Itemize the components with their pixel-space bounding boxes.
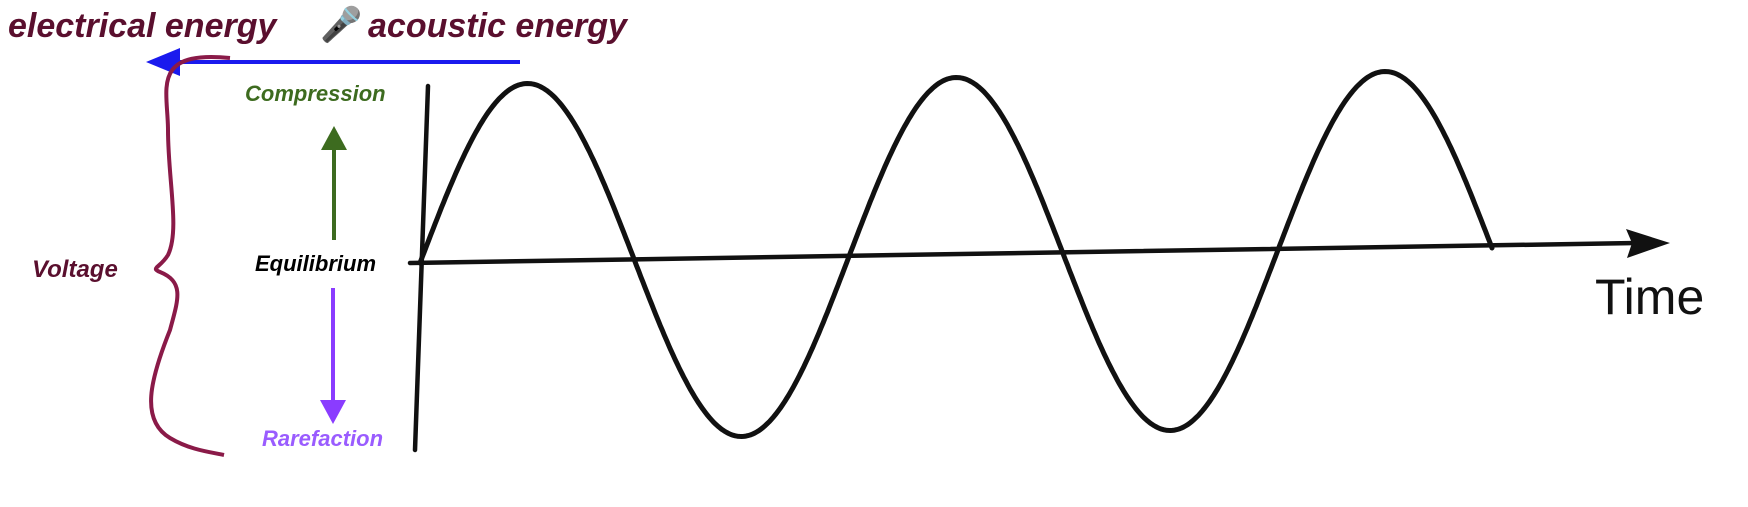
equilibrium-label: Equilibrium — [255, 251, 376, 276]
compression-label: Compression — [245, 81, 386, 106]
rarefaction-arrow-head — [320, 400, 346, 424]
time-axis — [407, 240, 1639, 266]
compression-arrow-head — [321, 126, 347, 150]
time-label: Time — [1595, 269, 1704, 325]
pressure-axis — [412, 83, 431, 453]
title-acoustic-energy: acoustic energy — [368, 7, 629, 45]
microphone-icon: 🎤 — [320, 4, 362, 45]
time-axis-arrow-head — [1626, 229, 1670, 258]
energy-direction-arrow-head — [146, 48, 180, 76]
title-electrical-energy: electrical energy — [8, 7, 278, 45]
voltage-brace — [149, 54, 231, 457]
voltage-label: Voltage — [32, 256, 118, 283]
rarefaction-label: Rarefaction — [262, 426, 383, 451]
sound-wave — [417, 69, 1495, 439]
